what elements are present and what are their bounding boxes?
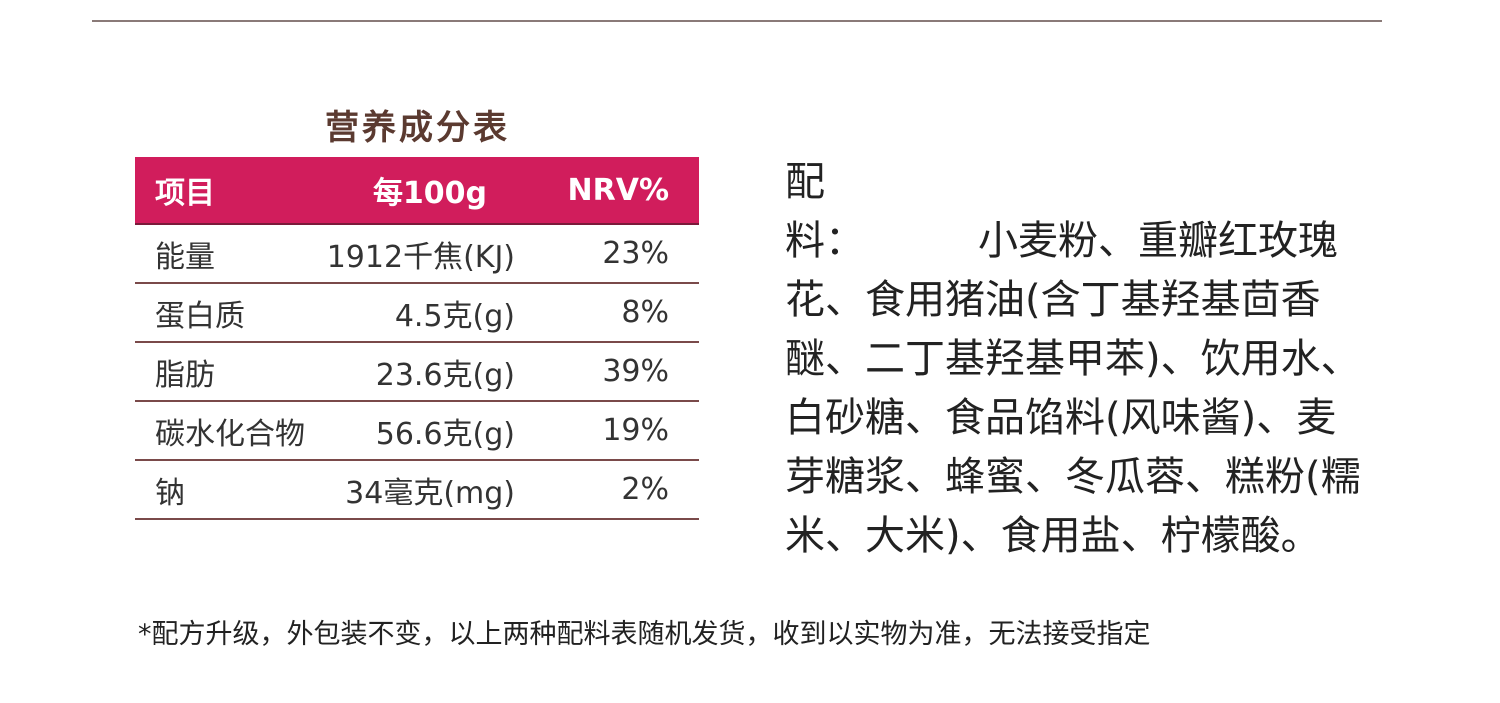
table-row: 脂肪 23.6克(g) 39%: [135, 343, 699, 402]
top-divider: [92, 20, 1382, 22]
ingredients-label-first: 配: [785, 159, 825, 205]
table-row: 钠 34毫克(mg) 2%: [135, 461, 699, 520]
nutrition-table-title: 营养成分表: [325, 108, 510, 148]
header-item: 项目: [155, 176, 215, 211]
row-item: 碳水化合物: [155, 416, 305, 452]
table-row: 碳水化合物 56.6克(g) 19%: [135, 402, 699, 461]
header-per100g: 每100g: [372, 176, 488, 211]
row-nrv: 23%: [602, 236, 669, 271]
header-nrv: NRV%: [567, 172, 669, 208]
row-item: 钠: [155, 475, 185, 511]
row-nrv: 19%: [602, 413, 669, 448]
row-value: 56.6克(g): [375, 416, 515, 452]
row-item: 能量: [155, 239, 215, 275]
ingredients-text: 小麦粉、重瓣红玫瑰花、食用猪油(含丁基羟基茴香醚、二丁基羟基甲苯)、饮用水、白砂…: [785, 218, 1361, 559]
footnote: *配方升级，外包装不变，以上两种配料表随机发货，收到以实物为准，无法接受指定: [138, 619, 1151, 650]
row-value: 34毫克(mg): [345, 475, 515, 511]
ingredients-colon: ：: [825, 218, 865, 264]
table-row: 能量 1912千焦(KJ) 23%: [135, 225, 699, 284]
ingredients-label: 配料：: [785, 153, 978, 271]
table-header-row: 项目 每100g NRV%: [135, 157, 699, 225]
ingredients-list: 配料： 小麦粉、重瓣红玫瑰花、食用猪油(含丁基羟基茴香醚、二丁基羟基甲苯)、饮用水…: [785, 153, 1375, 566]
row-value: 1912千焦(KJ): [326, 239, 515, 275]
row-nrv: 8%: [621, 295, 669, 330]
row-value: 4.5克(g): [394, 298, 515, 334]
row-nrv: 2%: [621, 472, 669, 507]
ingredients-label-second: 料: [785, 218, 825, 264]
row-item: 脂肪: [155, 357, 215, 393]
nutrition-table: 项目 每100g NRV% 能量 1912千焦(KJ) 23% 蛋白质 4.5克…: [135, 157, 699, 520]
row-nrv: 39%: [602, 354, 669, 389]
row-item: 蛋白质: [155, 298, 245, 334]
row-value: 23.6克(g): [375, 357, 515, 393]
table-row: 蛋白质 4.5克(g) 8%: [135, 284, 699, 343]
